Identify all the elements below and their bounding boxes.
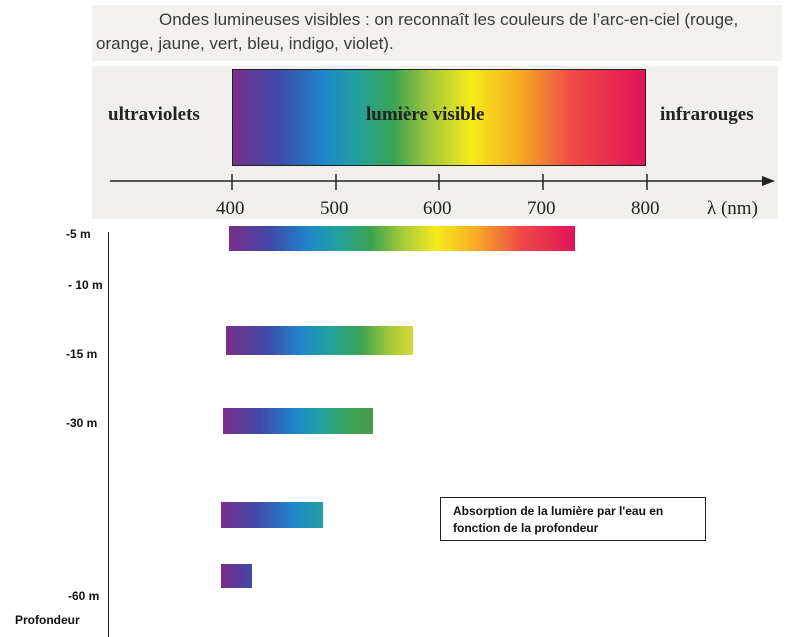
depth-label-15m: -15 m [66, 347, 98, 361]
tick-label-800: 800 [631, 198, 660, 219]
infrared-label: infrarouges [660, 104, 754, 125]
legend-line-2: fonction de la profondeur [453, 521, 599, 535]
depth-spectrum-bar-30m [223, 408, 373, 434]
tick-label-700: 700 [527, 198, 556, 219]
visible-spectrum-bar [232, 69, 646, 166]
depth-spectrum-bar-5m [229, 226, 575, 251]
wavelength-axis-arrow [762, 176, 775, 186]
caption-background [92, 5, 782, 61]
wavelength-unit-label: λ (nm) [707, 198, 758, 219]
depth-spectrum-bar-15m [226, 326, 413, 355]
caption-text: Ondes lumineuses visibles : on reconnaît… [96, 10, 739, 53]
depth-label-5m: -5 m [66, 227, 91, 241]
visible-light-label: lumière visible [366, 104, 485, 125]
ultraviolet-label: ultraviolets [108, 104, 200, 125]
tick-label-600: 600 [423, 198, 452, 219]
legend-box: Absorption de la lumière par l'eau en fo… [440, 497, 706, 541]
legend-line-1: Absorption de la lumière par l'eau en [453, 504, 664, 518]
depth-axis-title: Profondeur [15, 613, 80, 627]
depth-label-60m: -60 m [68, 589, 100, 603]
depth-axis-line [108, 232, 109, 637]
depth-spectrum-bar-unlabeled [221, 502, 323, 528]
depth-label-10m: - 10 m [68, 278, 103, 292]
depth-label-30m: -30 m [66, 416, 98, 430]
tick-label-400: 400 [216, 198, 245, 219]
tick-label-500: 500 [320, 198, 349, 219]
depth-spectrum-bar-60m [221, 564, 252, 588]
